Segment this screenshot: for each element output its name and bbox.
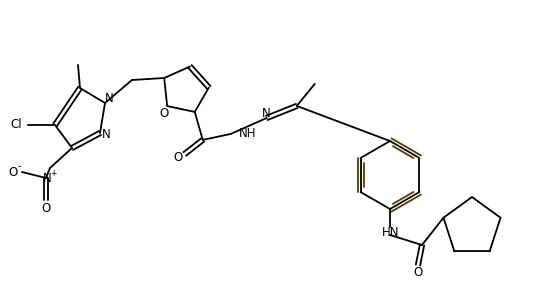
Text: N: N (105, 92, 113, 105)
Text: NH: NH (239, 127, 256, 140)
Text: O: O (42, 201, 51, 214)
Text: -: - (17, 161, 20, 171)
Text: HN: HN (382, 225, 400, 238)
Text: O: O (9, 166, 18, 179)
Text: N: N (261, 108, 270, 121)
Text: N: N (43, 171, 51, 184)
Text: O: O (413, 266, 423, 279)
Text: O: O (160, 107, 169, 120)
Text: N: N (102, 127, 110, 140)
Text: Cl: Cl (10, 118, 22, 131)
Text: +: + (50, 168, 56, 177)
Text: O: O (173, 151, 182, 164)
